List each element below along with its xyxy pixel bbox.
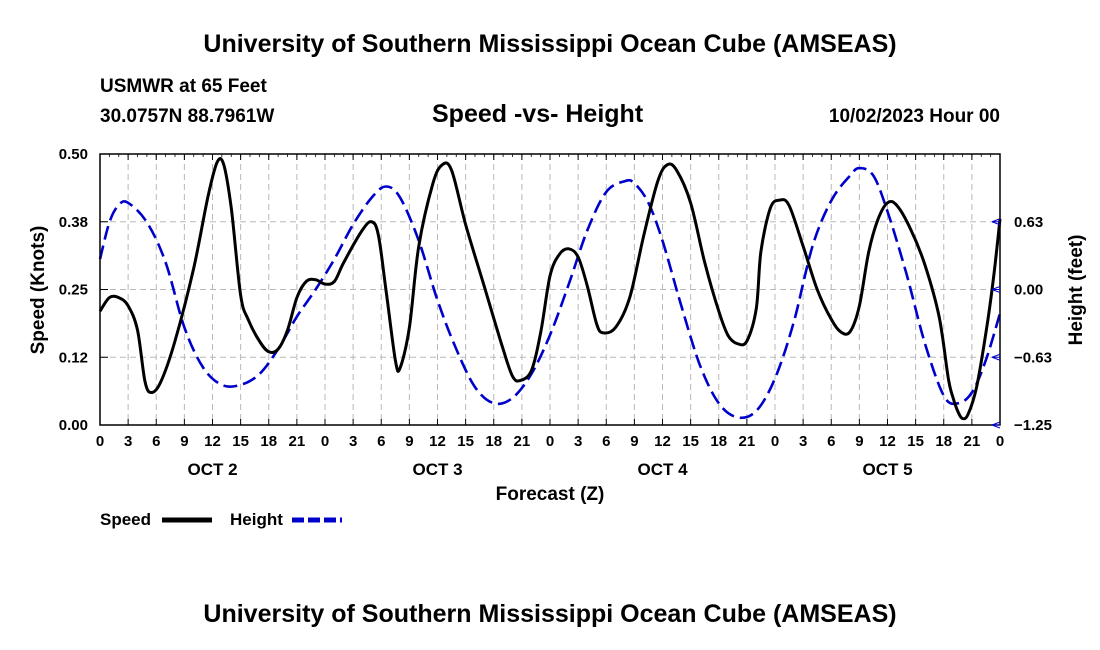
x-tick-label: 12 — [429, 433, 446, 450]
forecast-datetime: 10/02/2023 Hour 00 — [828, 106, 1000, 127]
speed-series-line — [98, 157, 1002, 421]
x-tick-label: 3 — [574, 433, 582, 450]
x-tick-label: 0 — [96, 433, 104, 450]
x-tick-label: 21 — [964, 433, 981, 450]
x-tick-label: 9 — [855, 433, 863, 450]
y2-tick-label: 0.63 — [1014, 214, 1043, 231]
y2-tick-arrow — [991, 286, 1001, 290]
day-label: OCT 2 — [187, 460, 237, 479]
x-tick-label: 18 — [935, 433, 952, 450]
footer-title: University of Southern Mississippi Ocean… — [203, 600, 897, 628]
x-tick-label: 12 — [879, 433, 896, 450]
y2-tick-arrow — [991, 289, 1001, 293]
legend-speed-label: Speed — [100, 510, 151, 529]
day-label: OCT 3 — [412, 460, 462, 479]
day-label: OCT 5 — [862, 460, 912, 479]
x-tick-label: 18 — [710, 433, 727, 450]
x-tick-label: 6 — [602, 433, 610, 450]
x-tick-label: 0 — [996, 433, 1004, 450]
y-axis-label: Speed (Knots) — [28, 226, 49, 355]
y2-tick-arrow — [991, 421, 1001, 426]
x-tick-label: 3 — [799, 433, 807, 450]
y2-tick-arrow — [991, 353, 1001, 358]
x-tick-label: 9 — [630, 433, 638, 450]
x-tick-label: 15 — [907, 433, 924, 450]
height-series-line — [98, 166, 1002, 420]
x-tick-label: 9 — [405, 433, 413, 450]
x-tick-label: 9 — [180, 433, 188, 450]
x-tick-label: 12 — [654, 433, 671, 450]
y2-tick-label: 0.00 — [1014, 282, 1043, 299]
x-tick-label: 6 — [827, 433, 835, 450]
x-tick-label: 3 — [124, 433, 132, 450]
y-tick-label: 0.50 — [59, 146, 88, 163]
x-tick-label: 15 — [457, 433, 474, 450]
x-axis-label: Forecast (Z) — [496, 484, 605, 505]
y2-tick-arrow — [991, 218, 1001, 223]
chart-title: University of Southern Mississippi Ocean… — [203, 30, 897, 58]
x-tick-label: 15 — [682, 433, 699, 450]
y2-tick-label: −1.25 — [1014, 417, 1052, 434]
y-tick-label: 0.25 — [59, 282, 88, 299]
y2-tick-label: −0.63 — [1014, 349, 1052, 366]
x-tick-label: 21 — [514, 433, 531, 450]
legend-height-label: Height — [230, 510, 283, 529]
y-tick-label: 0.12 — [59, 349, 88, 366]
y2-tick-arrow — [991, 356, 1001, 361]
x-tick-label: 18 — [485, 433, 502, 450]
x-tick-label: 15 — [232, 433, 249, 450]
x-tick-label: 0 — [321, 433, 329, 450]
x-tick-label: 12 — [204, 433, 221, 450]
legend: Speed Height — [100, 510, 342, 529]
station-coordinates: 30.0757N 88.7961W — [100, 106, 275, 127]
x-tick-label: 0 — [771, 433, 779, 450]
day-label: OCT 4 — [637, 460, 688, 479]
x-tick-label: 21 — [289, 433, 306, 450]
x-tick-label: 21 — [739, 433, 756, 450]
y-tick-label: 0.38 — [59, 214, 88, 231]
y2-axis-label: Height (feet) — [1066, 235, 1087, 346]
x-tick-label: 6 — [377, 433, 385, 450]
x-tick-label: 6 — [152, 433, 160, 450]
station-name: USMWR at 65 Feet — [100, 76, 267, 97]
x-tick-label: 3 — [349, 433, 357, 450]
x-tick-label: 18 — [260, 433, 277, 450]
y2-tick-arrow — [991, 424, 1001, 429]
y-tick-label: 0.00 — [59, 417, 88, 434]
x-tick-label: 0 — [546, 433, 554, 450]
chart-subtitle: Speed -vs- Height — [432, 100, 644, 128]
y2-tick-arrow — [991, 221, 1001, 226]
